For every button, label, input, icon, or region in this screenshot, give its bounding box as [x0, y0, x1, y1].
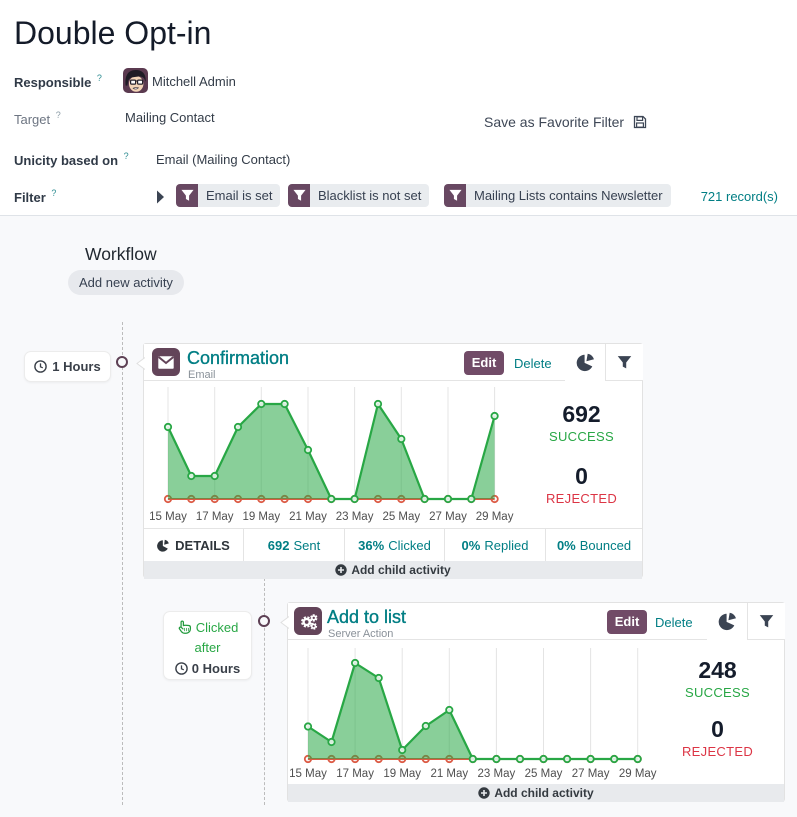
svg-text:17 May: 17 May	[196, 511, 234, 523]
svg-text:21 May: 21 May	[430, 768, 468, 780]
svg-text:21 May: 21 May	[289, 511, 327, 523]
svg-text:25 May: 25 May	[382, 511, 420, 523]
svg-text:15 May: 15 May	[149, 511, 187, 523]
svg-text:19 May: 19 May	[383, 768, 421, 780]
svg-text:23 May: 23 May	[478, 768, 516, 780]
svg-text:27 May: 27 May	[429, 511, 467, 523]
svg-text:19 May: 19 May	[242, 511, 280, 523]
svg-text:15 May: 15 May	[289, 768, 327, 780]
svg-text:23 May: 23 May	[336, 511, 374, 523]
svg-text:17 May: 17 May	[336, 768, 374, 780]
svg-text:27 May: 27 May	[572, 768, 610, 780]
svg-text:29 May: 29 May	[476, 511, 514, 523]
svg-text:25 May: 25 May	[525, 768, 563, 780]
svg-text:29 May: 29 May	[619, 768, 657, 780]
